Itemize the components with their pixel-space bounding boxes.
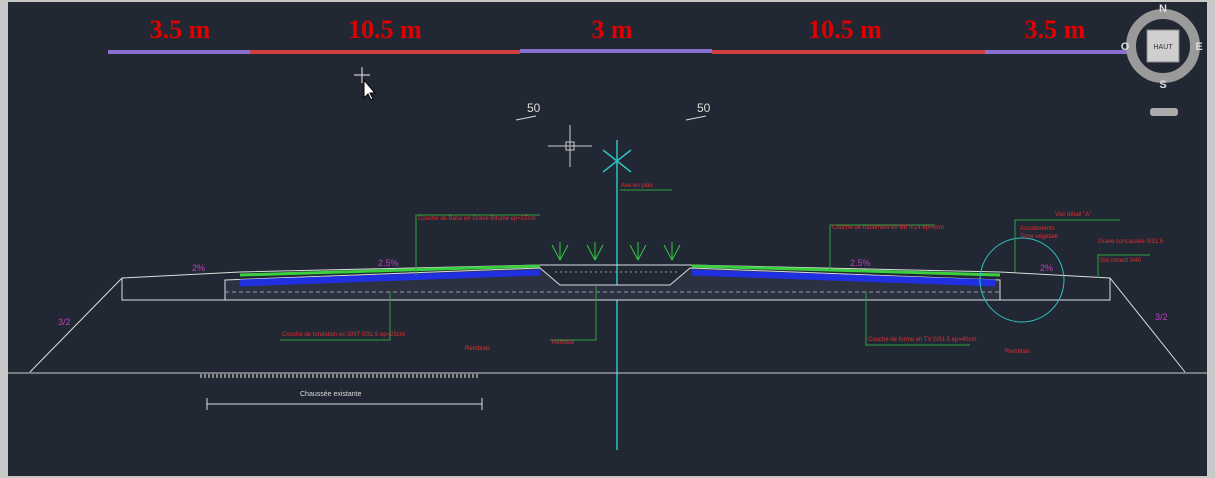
talus-label: 3/2 (1155, 312, 1168, 322)
annotation: Remblais (465, 346, 490, 352)
cross-section (8, 237, 1207, 410)
viewcube-face[interactable]: HAUT (1153, 44, 1173, 51)
annotation: Grave concassée 0/31.5 (1098, 239, 1164, 245)
annotation: Voir détail "A" (1055, 212, 1091, 218)
axis-label: Axe en plan (621, 183, 653, 189)
dimension-label: 10.5 m (808, 15, 882, 44)
grade-label: 2.5% (850, 258, 871, 268)
dimension-label: 3.5 m (150, 15, 211, 44)
slope-mark: 50 (527, 101, 541, 115)
dimension-label: 3.5 m (1025, 15, 1086, 44)
viewcube-east[interactable]: E (1195, 41, 1202, 53)
talus-label: 3/2 (58, 317, 71, 327)
grade-label: 2% (192, 263, 205, 273)
viewcube-west[interactable]: O (1121, 41, 1130, 53)
annotation: Couche de forme en TV 0/31.5 ep=40cm (868, 337, 976, 343)
leaders (280, 214, 1150, 346)
viewcube-south[interactable]: S (1159, 79, 1166, 91)
dimension-label: 10.5 m (348, 15, 422, 44)
annotation: Couche de fondation en GNT 0/31.5 ep=25c… (282, 332, 405, 338)
cursor (354, 67, 592, 167)
annotation: Chaussée existante (300, 391, 362, 398)
plants (551, 242, 681, 261)
annotation: Accotements (1020, 226, 1055, 232)
annotation: Remblai (552, 340, 574, 346)
dimension-label: 3 m (591, 15, 633, 44)
viewcube[interactable]: HAUT N S E O (1121, 3, 1203, 116)
annotation: Terre végétale (1020, 234, 1059, 240)
viewcube-north[interactable]: N (1159, 3, 1167, 15)
dimension-strip (108, 49, 1130, 54)
slope-mark: 50 (697, 101, 711, 115)
model-space (8, 2, 1207, 476)
annotation: Remblais (1005, 349, 1030, 355)
annotation: Couche de roulement en BB 0/14 ep=6cm (832, 225, 944, 231)
grade-label: 2% (1040, 263, 1053, 273)
slope-symbol (515, 115, 707, 121)
annotation: Sol ciment 0/40 (1100, 258, 1142, 264)
grade-label: 2.5% (378, 258, 399, 268)
annotation: Couche de Base en Grave Bitume ep=15cm (418, 216, 536, 222)
